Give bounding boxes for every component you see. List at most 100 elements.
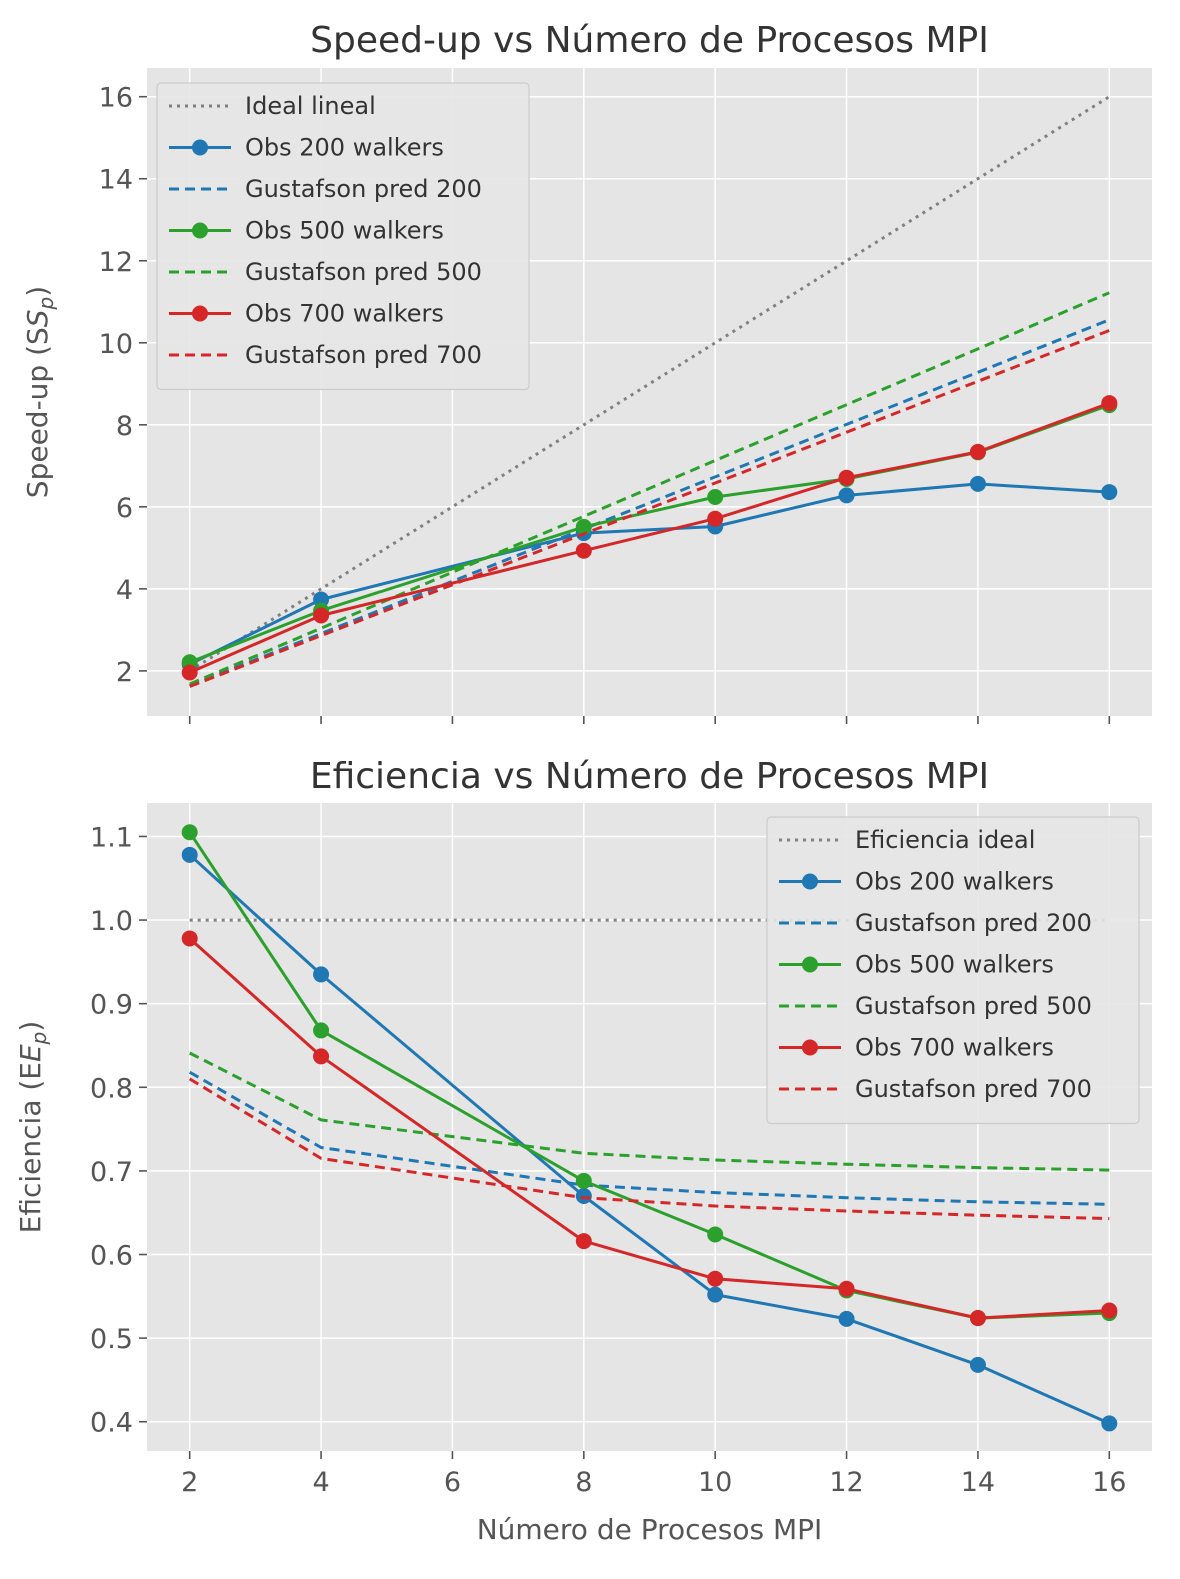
speedup-legend-marker	[192, 139, 208, 156]
efficiency-legend-label: Obs 700 walkers	[855, 1034, 1054, 1062]
speedup-y-tick-label: 8	[116, 411, 133, 442]
speedup-legend-label: Obs 200 walkers	[245, 134, 444, 162]
efficiency-y-label-symbol: E	[14, 1044, 47, 1062]
speedup-point-obs-700-walkers	[575, 542, 592, 559]
efficiency-chart: 2 4 6 8 10 12 14 16 0.4 0.5 0.6 0.7 0.8 0.9 1.0 1.1 Efi…	[14, 756, 1152, 1546]
speedup-y-tick-label: 16	[99, 83, 133, 114]
speedup-point-obs-700-walkers	[1101, 395, 1118, 412]
speedup-y-label-close: )	[21, 286, 54, 297]
speedup-legend: Ideal lineal Obs 200 walkers Gustafson pre…	[156, 82, 530, 391]
speedup-series-gustafson-pred-200	[189, 318, 1110, 688]
efficiency-x-tick-label: 12	[829, 1467, 863, 1498]
speedup-point-obs-700-walkers	[838, 469, 855, 486]
efficiency-point-obs-200-walkers	[313, 966, 330, 983]
efficiency-y-label-main: Eficiencia (E	[14, 1062, 47, 1233]
efficiency-ticks: 2 4 6 8 10 12 14 16 0.4 0.5 0.6 0.7 0.8 0.9 1.0 1.1	[90, 822, 1126, 1498]
efficiency-point-obs-700-walkers	[969, 1310, 986, 1327]
efficiency-x-tick-label: 8	[575, 1467, 592, 1498]
speedup-point-obs-200-walkers	[313, 591, 330, 608]
efficiency-y-axis-label: Eficiencia (EEp)	[14, 1021, 51, 1234]
efficiency-x-tick-label: 6	[444, 1467, 461, 1498]
efficiency-point-obs-700-walkers	[575, 1233, 592, 1250]
efficiency-legend-marker	[802, 956, 818, 973]
speedup-chart: 2 4 6 8 10 12 14 16 Speed-up vs Número de Proce…	[21, 20, 1152, 724]
speedup-series	[181, 95, 1118, 688]
efficiency-point-obs-700-walkers	[181, 930, 198, 947]
speedup-y-tick-label: 12	[99, 247, 133, 278]
speedup-point-obs-500-walkers	[707, 488, 724, 505]
efficiency-point-obs-700-walkers	[707, 1270, 724, 1287]
speedup-legend-label: Gustafson pred 700	[245, 341, 482, 369]
speedup-legend-label: Gustafson pred 200	[245, 175, 482, 203]
efficiency-legend-label: Eficiencia ideal	[855, 826, 1035, 854]
efficiency-y-label-close: )	[14, 1021, 47, 1032]
efficiency-y-tick-label: 1.1	[90, 822, 133, 853]
efficiency-legend: Eficiencia ideal Obs 200 walkers Gustafson…	[766, 816, 1140, 1125]
speedup-point-obs-700-walkers	[313, 607, 330, 624]
speedup-y-label-main: Speed-up (S	[21, 327, 54, 498]
efficiency-y-tick-label: 0.5	[90, 1324, 133, 1355]
efficiency-y-tick-label: 0.6	[90, 1241, 133, 1272]
efficiency-point-obs-500-walkers	[181, 824, 198, 841]
speedup-point-obs-200-walkers	[969, 475, 986, 492]
efficiency-point-obs-500-walkers	[313, 1022, 330, 1039]
speedup-legend-label: Obs 700 walkers	[245, 300, 444, 328]
efficiency-x-tick-label: 10	[698, 1467, 732, 1498]
efficiency-legend-marker	[802, 873, 818, 890]
efficiency-point-obs-700-walkers	[1101, 1302, 1118, 1319]
efficiency-point-obs-200-walkers	[575, 1187, 592, 1204]
efficiency-series	[181, 824, 1118, 1432]
speedup-series-gustafson-pred-700	[189, 329, 1110, 688]
efficiency-y-tick-label: 0.8	[90, 1073, 133, 1104]
efficiency-x-tick-label: 4	[312, 1467, 329, 1498]
speedup-y-tick-label: 14	[99, 165, 133, 196]
efficiency-point-obs-200-walkers	[707, 1286, 724, 1303]
efficiency-point-obs-700-walkers	[838, 1280, 855, 1297]
efficiency-series-gustafson-pred-500	[189, 1051, 1110, 1172]
efficiency-x-tick-label: 2	[181, 1467, 198, 1498]
speedup-series-gustafson-pred-500	[189, 291, 1110, 686]
speedup-point-obs-700-walkers	[181, 664, 198, 681]
efficiency-legend-box	[766, 816, 1140, 1125]
efficiency-x-tick-label: 14	[961, 1467, 995, 1498]
speedup-legend-label: Obs 500 walkers	[245, 217, 444, 245]
efficiency-point-obs-700-walkers	[313, 1048, 330, 1065]
speedup-legend-box	[156, 82, 530, 391]
efficiency-legend-label: Obs 500 walkers	[855, 951, 1054, 979]
speedup-legend-label: Ideal lineal	[245, 92, 376, 120]
efficiency-x-axis-label: Número de Procesos MPI	[477, 1513, 823, 1546]
efficiency-chart-title: Eficiencia vs Número de Procesos MPI	[310, 756, 989, 797]
efficiency-legend-label: Gustafson pred 500	[855, 992, 1092, 1020]
speedup-y-tick-label: 6	[116, 493, 133, 524]
efficiency-legend-label: Gustafson pred 700	[855, 1075, 1092, 1103]
efficiency-point-obs-200-walkers	[838, 1310, 855, 1327]
speedup-point-obs-200-walkers	[1101, 484, 1118, 501]
efficiency-series-gustafson-pred-700	[188, 1077, 1110, 1221]
efficiency-point-obs-500-walkers	[707, 1226, 724, 1243]
efficiency-y-label-subscript: p	[27, 1032, 51, 1046]
speedup-y-tick-label: 4	[116, 575, 133, 606]
speedup-y-label-subscript: p	[34, 297, 58, 311]
efficiency-x-tick-label: 16	[1092, 1467, 1126, 1498]
efficiency-legend-label: Gustafson pred 200	[855, 909, 1092, 937]
efficiency-legend-label: Obs 200 walkers	[855, 868, 1054, 896]
efficiency-point-obs-500-walkers	[575, 1172, 592, 1189]
efficiency-point-obs-200-walkers	[181, 846, 198, 863]
speedup-legend-marker	[192, 222, 208, 239]
efficiency-point-obs-200-walkers	[969, 1356, 986, 1373]
speedup-point-obs-200-walkers	[838, 487, 855, 504]
speedup-ticks: 2 4 6 8 10 12 14 16	[99, 83, 1111, 724]
efficiency-legend-marker	[802, 1039, 818, 1056]
efficiency-point-obs-200-walkers	[1101, 1415, 1118, 1432]
speedup-y-tick-label: 10	[99, 329, 133, 360]
speedup-y-axis-label: Speed-up (SSp)	[21, 286, 58, 498]
speedup-point-obs-700-walkers	[707, 510, 724, 527]
efficiency-series-gustafson-pred-200	[188, 1070, 1110, 1206]
speedup-legend-marker	[192, 305, 208, 322]
efficiency-y-tick-label: 0.7	[90, 1157, 133, 1188]
efficiency-y-tick-label: 0.4	[90, 1408, 133, 1439]
speedup-point-obs-500-walkers	[575, 518, 592, 535]
speedup-point-obs-700-walkers	[969, 443, 986, 460]
speedup-y-tick-label: 2	[116, 657, 133, 688]
